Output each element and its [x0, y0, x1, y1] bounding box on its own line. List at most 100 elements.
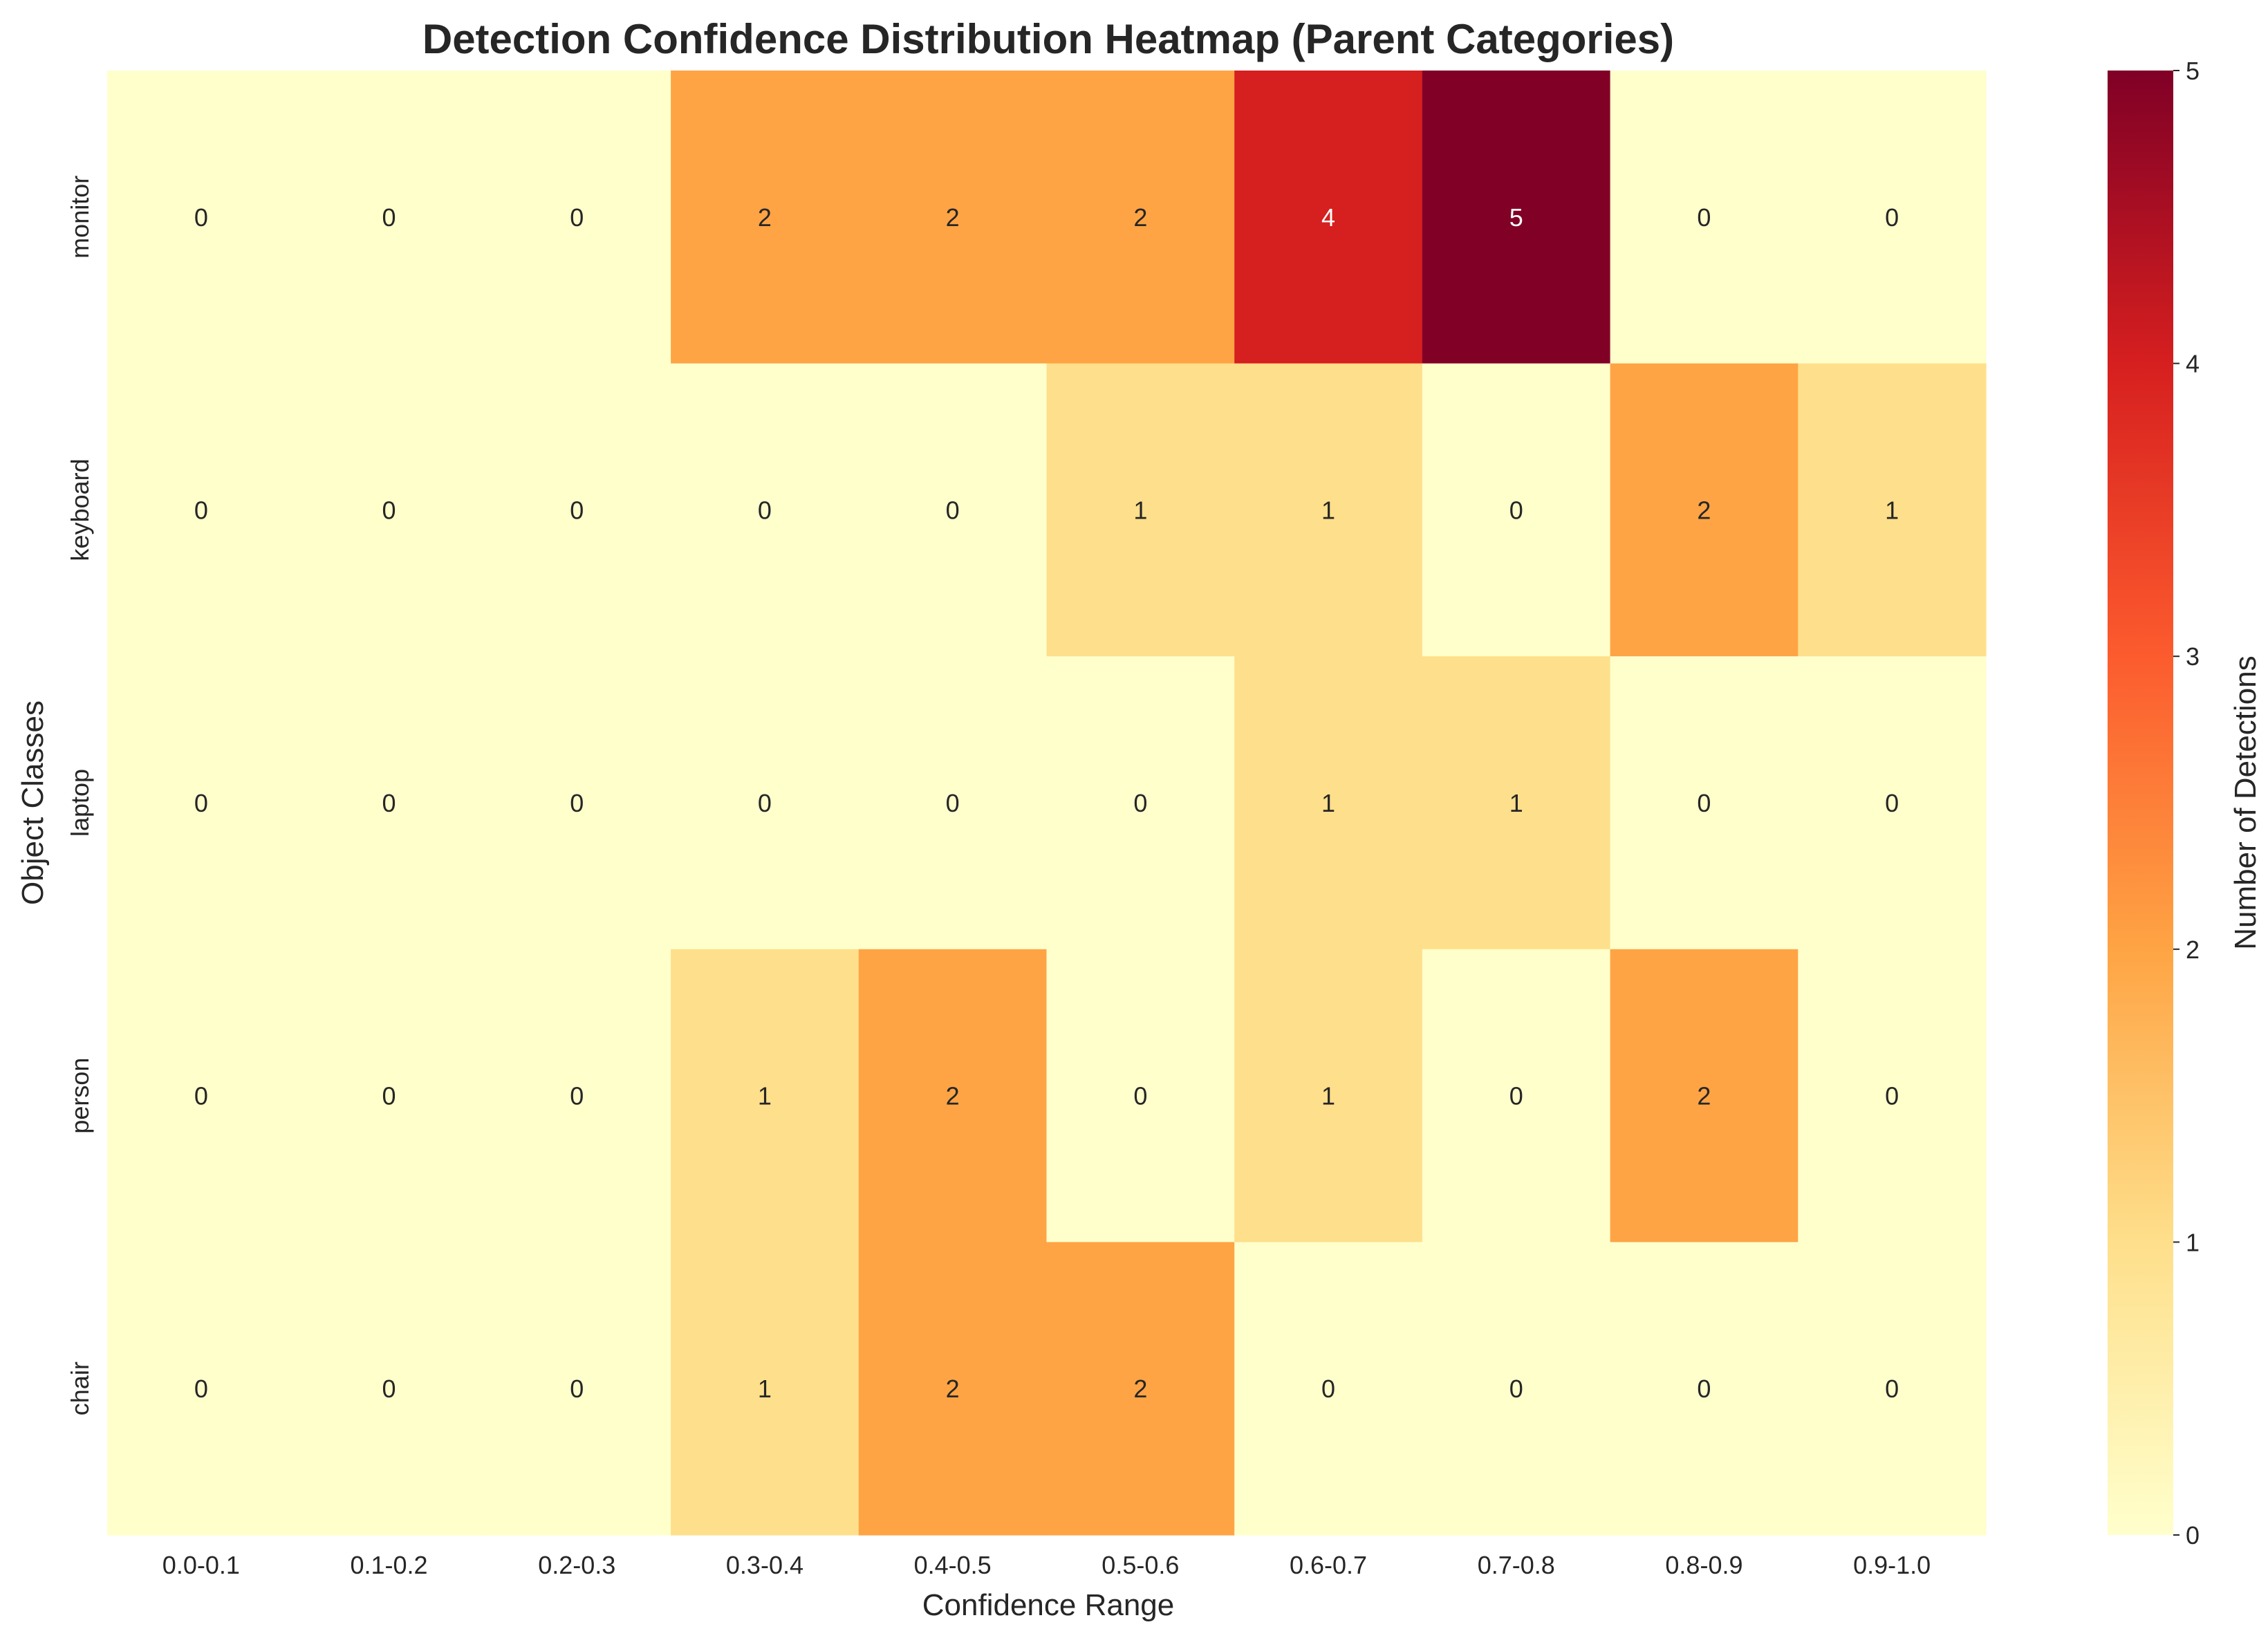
- x-tick-label: 0.9-1.0: [1853, 1551, 1931, 1579]
- cell-value-label: 0: [1885, 1082, 1899, 1110]
- heatmap-cell: [858, 949, 1048, 1243]
- colorbar-tick-label: 0: [2186, 1521, 2200, 1549]
- cell-value-label: 0: [570, 1082, 584, 1110]
- cell-value-label: 2: [946, 203, 960, 232]
- cell-value-label: 2: [1133, 1375, 1147, 1403]
- heatmap-cell: [1234, 1242, 1423, 1536]
- cell-value-label: 0: [946, 789, 960, 817]
- heatmap-cell: [1610, 363, 1798, 657]
- cell-value-label: 0: [1133, 1082, 1147, 1110]
- heatmap-cell: [671, 71, 859, 364]
- cell-value-label: 1: [1321, 789, 1335, 817]
- cell-value-label: 0: [194, 1375, 208, 1403]
- chart-title: Detection Confidence Distribution Heatma…: [422, 16, 1674, 62]
- heatmap-cell: [107, 656, 296, 950]
- cell-value-label: 0: [1697, 203, 1711, 232]
- heatmap-cell: [1234, 656, 1423, 950]
- cell-value-label: 2: [946, 1375, 960, 1403]
- heatmap-cell: [483, 71, 671, 364]
- cell-value-label: 1: [758, 1082, 772, 1110]
- cell-value-label: 1: [1509, 789, 1523, 817]
- cell-value-label: 1: [758, 1375, 772, 1403]
- colorbar-tick-label: 1: [2186, 1228, 2200, 1256]
- heatmap-cell: [1046, 363, 1235, 657]
- heatmap-cell: [483, 949, 671, 1243]
- heatmap-cell: [1422, 363, 1611, 657]
- colorbar-tick-label: 5: [2186, 57, 2200, 85]
- heatmap-cell: [107, 949, 296, 1243]
- y-axis-label: Object Classes: [16, 700, 50, 905]
- heatmap-cell: [295, 1242, 483, 1536]
- heatmap-cell: [295, 949, 483, 1243]
- y-tick-label: chair: [66, 1361, 94, 1415]
- cell-value-label: 0: [1885, 789, 1899, 817]
- cell-value-label: 0: [382, 1375, 396, 1403]
- x-tick-label: 0.6-0.7: [1290, 1551, 1367, 1579]
- cell-value-label: 1: [1321, 496, 1335, 524]
- cell-value-label: 0: [758, 789, 772, 817]
- cell-value-label: 0: [570, 789, 584, 817]
- cell-value-label: 0: [570, 203, 584, 232]
- cell-value-label: 1: [1885, 496, 1899, 524]
- heatmap-cell: [1046, 71, 1235, 364]
- heatmap-cell: [858, 656, 1048, 950]
- x-tick-label: 0.0-0.1: [162, 1551, 240, 1579]
- cell-value-label: 0: [1885, 1375, 1899, 1403]
- cell-value-label: 0: [382, 789, 396, 817]
- cell-value-label: 0: [382, 496, 396, 524]
- y-tick-label: person: [66, 1058, 94, 1134]
- cell-value-label: 0: [1885, 203, 1899, 232]
- heatmap-cell: [1798, 363, 1987, 657]
- heatmap-cell: [1422, 949, 1611, 1243]
- cell-value-label: 4: [1321, 203, 1335, 232]
- cell-value-label: 0: [1133, 789, 1147, 817]
- heatmap-cell: [1422, 656, 1611, 950]
- heatmap-cell: [1046, 656, 1235, 950]
- heatmap-cell: [1798, 1242, 1987, 1536]
- heatmap-cells: 0 0 0 2 2 2 4 5 0 0 0 0 0 0 0 1 1 0 2 1 0 0 0 0 0 0 1 1 0 0 0 0 0 1 2 0 1 0 2 0…: [107, 71, 1987, 1536]
- heatmap-cell: [295, 71, 483, 364]
- cell-value-label: 0: [570, 1375, 584, 1403]
- y-axis-ticks: monitor keyboard laptop person chair: [66, 176, 94, 1415]
- cell-value-label: 2: [758, 203, 772, 232]
- heatmap-cell: [671, 949, 859, 1243]
- x-tick-label: 0.3-0.4: [726, 1551, 803, 1579]
- heatmap-cell: [671, 363, 859, 657]
- cell-value-label: 0: [194, 1082, 208, 1110]
- heatmap-cell: [1610, 656, 1798, 950]
- colorbar-ticks: 0 1 2 3 4 5: [2173, 57, 2200, 1549]
- heatmap-cell: [1046, 1242, 1235, 1536]
- heatmap-cell: [107, 71, 296, 364]
- cell-value-label: 0: [382, 1082, 396, 1110]
- heatmap-cell: [483, 363, 671, 657]
- cell-value-label: 2: [1697, 496, 1711, 524]
- cell-value-label: 0: [1697, 789, 1711, 817]
- cell-value-label: 2: [1697, 1082, 1711, 1110]
- cell-value-label: 0: [1509, 496, 1523, 524]
- x-axis-label: Confidence Range: [922, 1588, 1174, 1622]
- cell-value-label: 0: [382, 203, 396, 232]
- heatmap-cell: [1422, 71, 1611, 364]
- x-tick-label: 0.1-0.2: [351, 1551, 428, 1579]
- cell-value-label: 0: [194, 789, 208, 817]
- heatmap-cell: [295, 363, 483, 657]
- heatmap-cell: [107, 363, 296, 657]
- heatmap-cell: [1610, 1242, 1798, 1536]
- heatmap-cell: [1610, 949, 1798, 1243]
- cell-value-label: 2: [1133, 203, 1147, 232]
- cell-value-label: 1: [1133, 496, 1147, 524]
- heatmap-cell: [1422, 1242, 1611, 1536]
- heatmap-cell: [858, 71, 1048, 364]
- colorbar-tick-label: 2: [2186, 936, 2200, 964]
- colorbar: [2108, 71, 2173, 1535]
- cell-value-label: 0: [946, 496, 960, 524]
- cell-value-label: 1: [1321, 1082, 1335, 1110]
- y-tick-label: keyboard: [66, 458, 94, 561]
- cell-value-label: 0: [570, 496, 584, 524]
- cell-value-label: 0: [194, 203, 208, 232]
- x-axis-ticks: 0.0-0.1 0.1-0.2 0.2-0.3 0.3-0.4 0.4-0.5 0.5-0…: [162, 1551, 1931, 1579]
- cell-value-label: 0: [194, 496, 208, 524]
- y-tick-label: monitor: [66, 176, 94, 259]
- heatmap-cell: [671, 1242, 859, 1536]
- y-tick-label: laptop: [66, 769, 94, 837]
